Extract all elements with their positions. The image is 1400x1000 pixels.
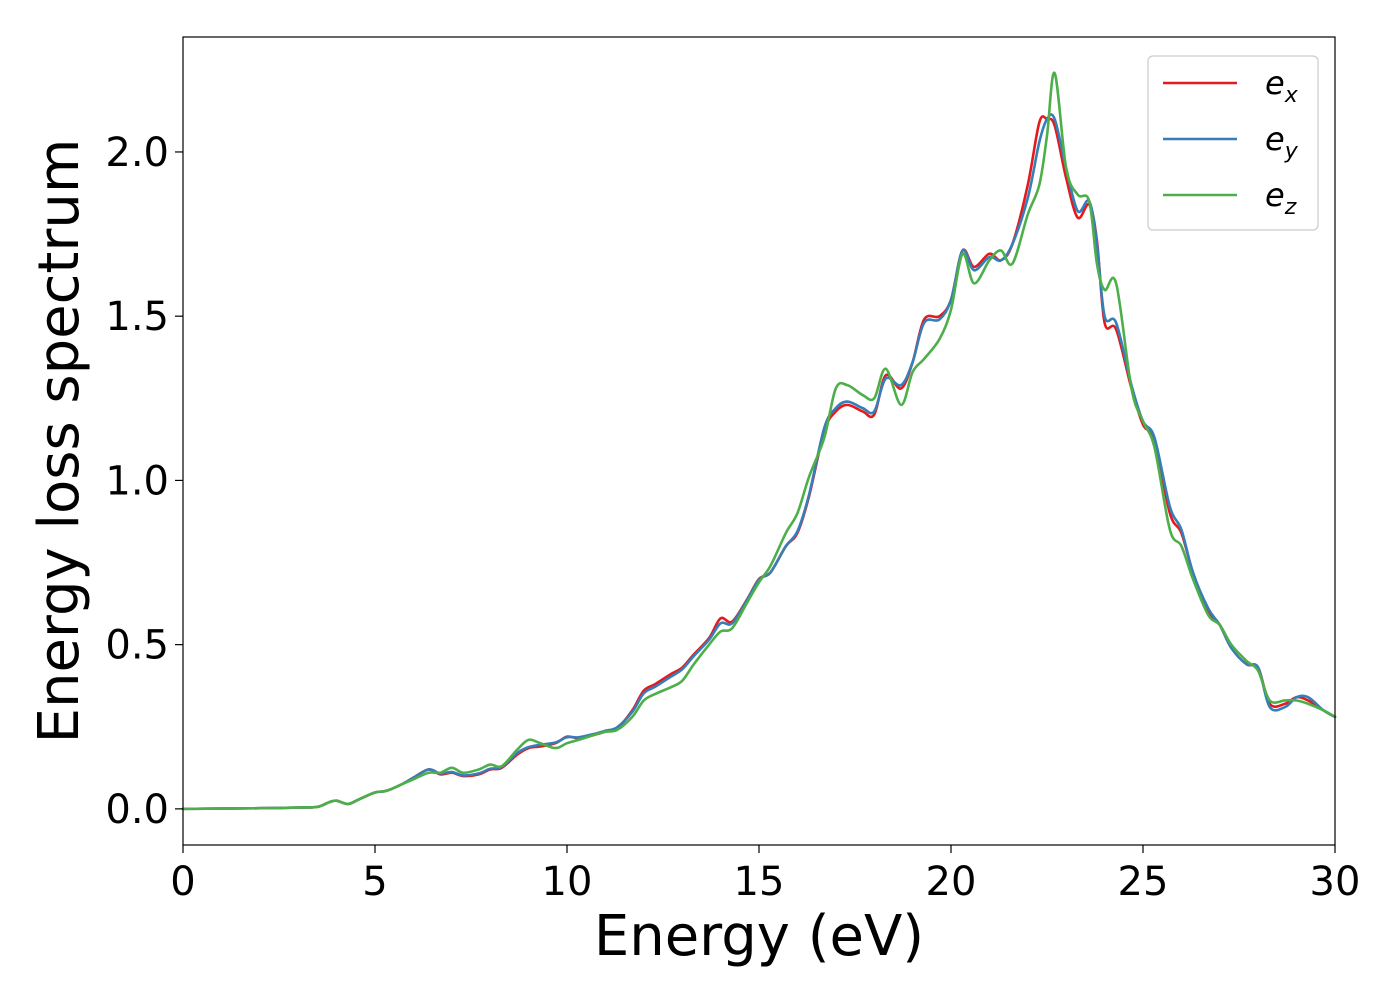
y-tick-label: 2.0 [105, 130, 169, 176]
x-tick-label: 15 [734, 859, 785, 905]
legend-label-y: ey [1265, 120, 1299, 164]
x-tick-label: 30 [1310, 859, 1361, 905]
series-line-y [181, 113, 1337, 811]
y-axis-title: Energy loss spectrum [27, 139, 92, 744]
y-tick-label: 0.0 [105, 787, 169, 833]
y-axis: 0.0 0.5 1.0 1.5 2.0 [105, 130, 183, 833]
series-layer [181, 71, 1337, 811]
x-axis: 0 5 10 15 20 25 30 [170, 845, 1360, 905]
x-tick-label: 20 [926, 859, 977, 905]
legend-box [1147, 55, 1319, 231]
x-tick-label: 10 [542, 859, 593, 905]
legend-label-z: ez [1265, 176, 1297, 220]
y-tick-label: 1.5 [105, 294, 169, 340]
y-tick-label: 1.0 [105, 458, 169, 504]
x-tick-label: 5 [362, 859, 387, 905]
legend: ex ey ez [1147, 55, 1319, 231]
x-axis-title: Energy (eV) [594, 904, 924, 969]
legend-label-x: ex [1265, 64, 1299, 108]
y-tick-label: 0.5 [105, 623, 169, 669]
series-line-z [181, 71, 1337, 811]
x-tick-label: 25 [1118, 859, 1169, 905]
x-tick-label: 0 [170, 859, 195, 905]
